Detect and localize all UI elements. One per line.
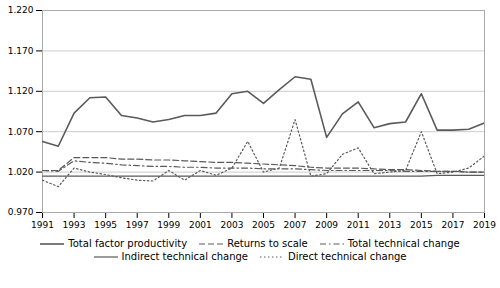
html-text:Indirect technical change: Indirect technical change — [121, 251, 248, 262]
svg-text:2003: 2003 — [220, 220, 243, 230]
svg-text:2009: 2009 — [315, 220, 338, 230]
svg-text:1.220: 1.220 — [8, 5, 34, 15]
svg-text:2001: 2001 — [189, 220, 212, 230]
svg-text:1993: 1993 — [63, 220, 86, 230]
svg-text:1.120: 1.120 — [8, 86, 34, 96]
html-text:Returns to scale: Returns to scale — [227, 238, 308, 249]
svg-text:2007: 2007 — [284, 220, 307, 230]
svg-text:2013: 2013 — [378, 220, 401, 230]
svg-text:1995: 1995 — [94, 220, 117, 230]
svg-text:1.020: 1.020 — [8, 167, 34, 177]
svg-text:0.970: 0.970 — [8, 207, 34, 217]
svg-text:2019: 2019 — [473, 220, 496, 230]
svg-text:2011: 2011 — [347, 220, 370, 230]
html-text:Total technical change: Total technical change — [347, 238, 460, 249]
svg-text:2015: 2015 — [410, 220, 433, 230]
svg-text:2017: 2017 — [441, 220, 464, 230]
svg-text:2005: 2005 — [252, 220, 275, 230]
svg-text:1999: 1999 — [157, 220, 180, 230]
svg-text:1991: 1991 — [31, 220, 54, 230]
svg-text:1997: 1997 — [126, 220, 149, 230]
svg-text:1.070: 1.070 — [8, 127, 34, 137]
svg-text:1.170: 1.170 — [8, 46, 34, 56]
html-text:Total factor productivity: Total factor productivity — [68, 238, 188, 249]
html-text:Direct technical change: Direct technical change — [288, 251, 407, 262]
